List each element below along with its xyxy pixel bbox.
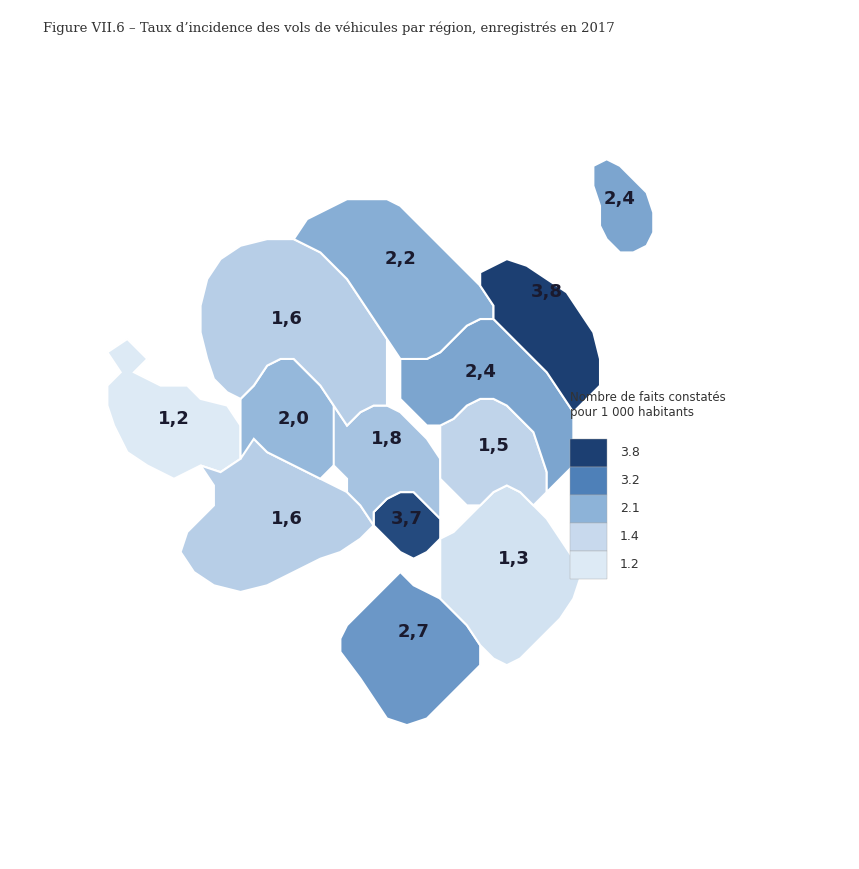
Polygon shape — [107, 339, 254, 479]
Text: 1,6: 1,6 — [271, 510, 303, 527]
Text: 2,2: 2,2 — [384, 250, 417, 269]
Text: 1,5: 1,5 — [478, 436, 509, 454]
Polygon shape — [340, 572, 480, 725]
Bar — [570, 494, 606, 523]
Polygon shape — [400, 319, 573, 492]
Bar — [570, 523, 606, 551]
Text: 3,7: 3,7 — [391, 510, 423, 527]
Text: 2.1: 2.1 — [620, 502, 640, 515]
Bar — [570, 439, 606, 467]
Text: Figure VII.6 – Taux d’incidence des vols de véhicules par région, enregistrés en: Figure VII.6 – Taux d’incidence des vols… — [43, 22, 615, 36]
Text: Nombre de faits constatés
pour 1 000 habitants: Nombre de faits constatés pour 1 000 hab… — [570, 391, 726, 419]
Polygon shape — [440, 399, 547, 506]
Text: 3.8: 3.8 — [620, 447, 640, 460]
Bar — [570, 467, 606, 494]
Polygon shape — [241, 359, 347, 479]
Polygon shape — [201, 239, 387, 426]
Text: 1,2: 1,2 — [158, 410, 190, 428]
Text: 2,7: 2,7 — [398, 623, 430, 641]
Text: 1,6: 1,6 — [271, 310, 303, 328]
Text: 2,4: 2,4 — [604, 190, 636, 209]
Polygon shape — [594, 159, 653, 252]
Text: 1.4: 1.4 — [620, 530, 640, 543]
Polygon shape — [180, 426, 374, 592]
Text: 3,8: 3,8 — [531, 283, 563, 302]
Polygon shape — [294, 199, 493, 359]
Polygon shape — [440, 486, 580, 665]
Polygon shape — [480, 259, 600, 412]
Text: 1,8: 1,8 — [371, 430, 403, 448]
Text: 1.2: 1.2 — [620, 558, 640, 571]
Text: 3.2: 3.2 — [620, 474, 640, 488]
Polygon shape — [374, 492, 440, 559]
Text: 2,4: 2,4 — [464, 363, 497, 381]
Text: 2,0: 2,0 — [277, 410, 310, 428]
Text: 1,3: 1,3 — [497, 550, 529, 567]
Bar — [570, 551, 606, 579]
Polygon shape — [333, 406, 440, 526]
